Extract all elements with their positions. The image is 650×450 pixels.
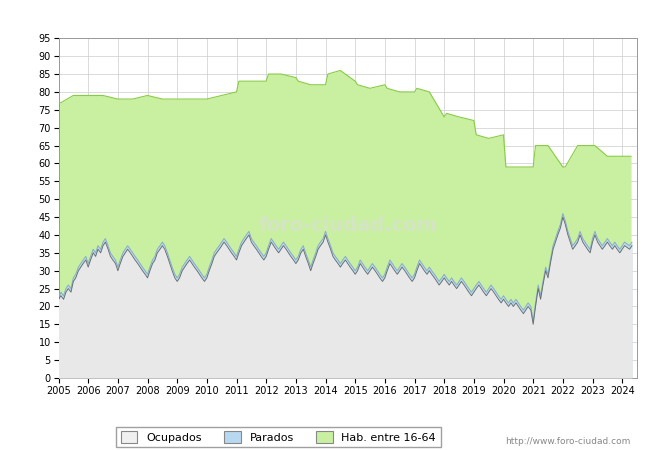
Text: http://www.foro-ciudad.com: http://www.foro-ciudad.com (505, 436, 630, 446)
Text: El Pobo - Evolucion de la poblacion en edad de Trabajar Mayo de 2024: El Pobo - Evolucion de la poblacion en e… (91, 13, 559, 26)
Text: foro-ciudad.com: foro-ciudad.com (258, 216, 437, 234)
Legend: Ocupados, Parados, Hab. entre 16-64: Ocupados, Parados, Hab. entre 16-64 (116, 427, 441, 447)
